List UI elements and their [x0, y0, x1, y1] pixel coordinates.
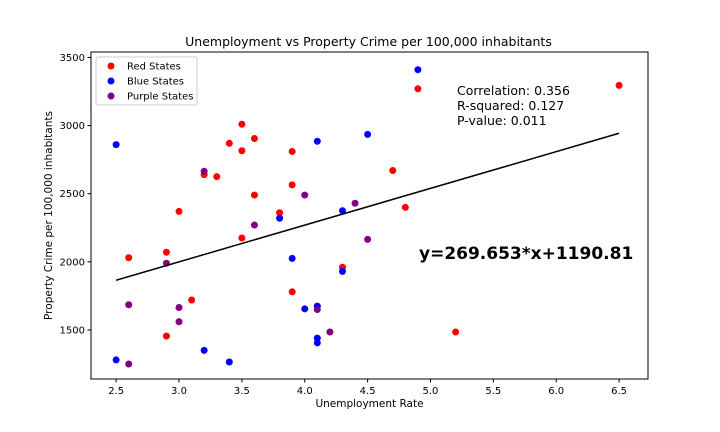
point-purple-states [175, 303, 183, 311]
legend-label-purple: Purple States [127, 92, 193, 103]
point-blue-states [112, 356, 120, 364]
point-red-states [238, 234, 246, 242]
stats-annotation: Correlation: 0.356 R-squared: 0.127 P-va… [457, 83, 570, 128]
point-purple-states [250, 221, 258, 229]
axes-frame [90, 51, 649, 380]
point-blue-states [200, 346, 208, 354]
point-blue-states [338, 267, 346, 275]
x-tick-label: 5.0 [423, 386, 439, 397]
point-blue-states [225, 358, 233, 366]
point-blue-states [112, 141, 120, 149]
point-purple-states [364, 235, 372, 243]
y-tick-label: 2000 [60, 257, 85, 268]
legend-marker-red [107, 62, 115, 70]
point-red-states [288, 147, 296, 155]
point-red-states [188, 296, 196, 304]
point-red-states [615, 81, 623, 89]
point-red-states [162, 248, 170, 256]
p-value-text: P-value: 0.011 [457, 113, 547, 128]
point-red-states [288, 181, 296, 189]
correlation-text: Correlation: 0.356 [457, 83, 570, 98]
x-tick-label: 4.0 [297, 386, 313, 397]
point-purple-states [313, 306, 321, 314]
x-tick-label: 2.5 [108, 386, 124, 397]
plot-area [112, 66, 623, 368]
point-blue-states [313, 339, 321, 347]
point-purple-states [326, 328, 334, 336]
point-purple-states [175, 318, 183, 326]
point-blue-states [288, 254, 296, 262]
x-tick-label: 3.0 [171, 386, 187, 397]
point-red-states [225, 139, 233, 147]
point-blue-states [364, 130, 372, 138]
point-purple-states [200, 167, 208, 175]
point-red-states [414, 85, 422, 93]
x-tick-label: 3.5 [234, 386, 250, 397]
x-axis-label: Unemployment Rate [315, 398, 423, 410]
point-purple-states [351, 199, 359, 207]
legend-label-red: Red States [127, 62, 181, 73]
point-red-states [250, 191, 258, 199]
legend-marker-purple [107, 92, 115, 100]
legend-box [95, 56, 198, 106]
point-red-states [389, 167, 397, 175]
y-tick-label: 2500 [60, 189, 85, 200]
x-tick-label: 6.5 [611, 386, 627, 397]
legend-label-blue: Blue States [127, 77, 184, 88]
x-tick-label: 5.5 [485, 386, 501, 397]
y-tick-label: 3000 [60, 121, 85, 132]
point-red-states [238, 120, 246, 128]
x-tick-label: 4.5 [360, 386, 376, 397]
point-purple-states [125, 360, 133, 368]
y-axis-label: Property Crime per 100,000 inhabitants [43, 111, 55, 320]
r-squared-text: R-squared: 0.127 [457, 98, 564, 113]
point-red-states [213, 173, 221, 181]
point-blue-states [414, 66, 422, 74]
chart-title: Unemployment vs Property Crime per 100,0… [185, 34, 552, 49]
point-red-states [452, 328, 460, 336]
point-blue-states [276, 214, 284, 222]
point-purple-states [301, 191, 309, 199]
point-red-states [162, 332, 170, 340]
point-red-states [125, 254, 133, 262]
point-red-states [401, 203, 409, 211]
x-tick-label: 6.0 [548, 386, 564, 397]
legend: Red States Blue States Purple States [95, 56, 198, 106]
y-tick-label: 3500 [60, 53, 85, 64]
point-red-states [175, 207, 183, 215]
regression-line [115, 132, 620, 281]
point-blue-states [301, 305, 309, 313]
point-red-states [250, 135, 258, 143]
regression-equation: y=269.653*x+1190.81 [419, 244, 633, 264]
point-red-states [288, 288, 296, 296]
point-purple-states [125, 301, 133, 309]
point-red-states [238, 147, 246, 155]
point-blue-states [338, 207, 346, 215]
point-red-states [276, 209, 284, 217]
legend-marker-blue [107, 77, 115, 85]
point-blue-states [313, 137, 321, 145]
y-tick-label: 1500 [60, 325, 85, 336]
